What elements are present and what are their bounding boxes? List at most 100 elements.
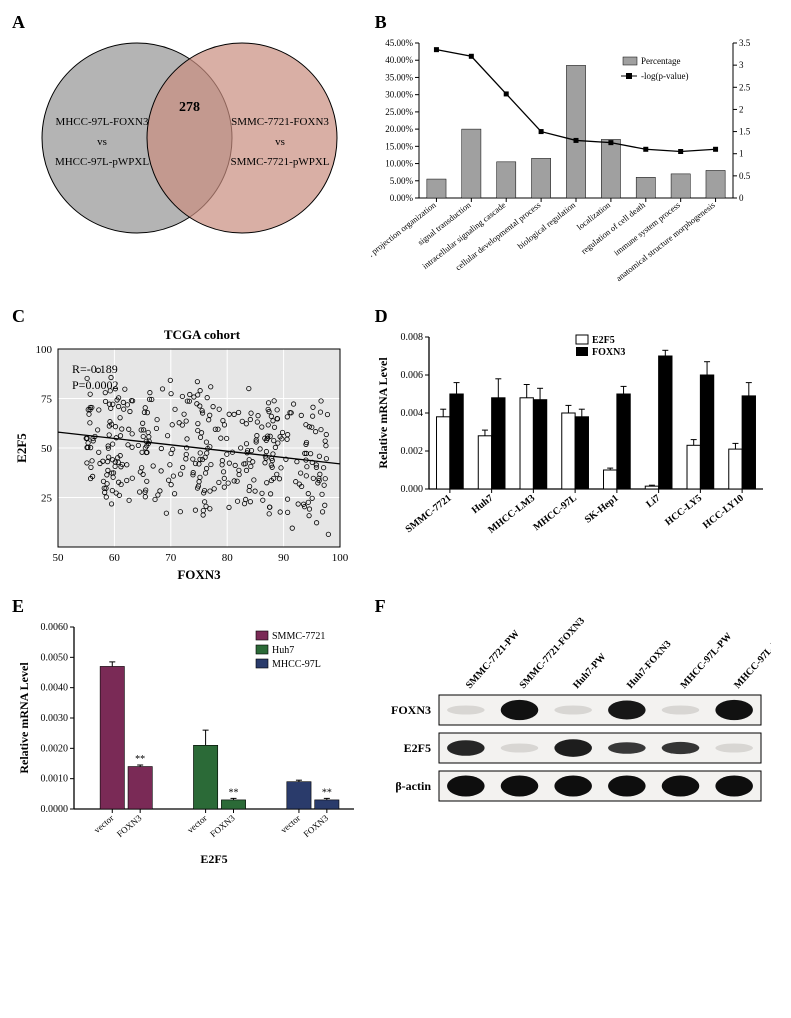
svg-text:0.000: 0.000 bbox=[400, 484, 423, 495]
svg-text:MHCC-97L: MHCC-97L bbox=[531, 492, 579, 533]
svg-text:25.00%: 25.00% bbox=[385, 107, 413, 117]
svg-text:MHCC-97L-pWPXL: MHCC-97L-pWPXL bbox=[55, 156, 149, 168]
svg-text:SMMC-7721: SMMC-7721 bbox=[403, 493, 453, 536]
svg-text:278: 278 bbox=[179, 100, 200, 115]
svg-text:E2F5: E2F5 bbox=[14, 433, 29, 463]
svg-text:**: ** bbox=[322, 787, 332, 798]
svg-text:HCC-LY10: HCC-LY10 bbox=[701, 493, 746, 532]
svg-text:100: 100 bbox=[332, 552, 349, 564]
svg-text:MHCC-97L: MHCC-97L bbox=[272, 659, 321, 670]
svg-text:20.00%: 20.00% bbox=[385, 124, 413, 134]
svg-text:**: ** bbox=[229, 787, 239, 798]
label-b: B bbox=[375, 12, 779, 33]
svg-text:MHCC-LM3: MHCC-LM3 bbox=[486, 493, 537, 536]
svg-text:1: 1 bbox=[739, 149, 744, 159]
grouped-bar-e: 0.00000.00100.00200.00300.00400.00500.00… bbox=[12, 617, 362, 867]
panel-b: B 0.00%5.00%10.00%15.00%20.00%25.00%30.0… bbox=[371, 12, 779, 298]
svg-text:90: 90 bbox=[278, 552, 290, 564]
svg-text:0.004: 0.004 bbox=[400, 408, 423, 419]
svg-text:SMMC-7721-PW: SMMC-7721-PW bbox=[463, 628, 521, 691]
svg-text:-log(p-value): -log(p-value) bbox=[641, 71, 688, 81]
panel-a: A 278 MHCC-97L-FOXN3 vs MHCC-97L-pWPXL SMMC-… bbox=[12, 12, 371, 298]
svg-text:3: 3 bbox=[739, 60, 744, 70]
svg-text:Huh7-PW: Huh7-PW bbox=[571, 651, 608, 691]
svg-text:FOXN3: FOXN3 bbox=[177, 567, 221, 582]
svg-text:MHCC-97L-FOXN3: MHCC-97L-FOXN3 bbox=[56, 116, 149, 128]
svg-text:FOXN3: FOXN3 bbox=[391, 703, 431, 717]
svg-text:FOXN3: FOXN3 bbox=[592, 347, 625, 358]
svg-text:FOXN3: FOXN3 bbox=[208, 813, 237, 840]
svg-text:2.5: 2.5 bbox=[739, 82, 751, 92]
svg-text:15.00%: 15.00% bbox=[385, 141, 413, 151]
svg-text:70: 70 bbox=[165, 552, 177, 564]
svg-text:vector: vector bbox=[92, 813, 116, 835]
svg-text:**: ** bbox=[135, 754, 145, 765]
svg-text:0.0030: 0.0030 bbox=[41, 713, 69, 724]
svg-text:Li7: Li7 bbox=[644, 493, 662, 511]
svg-text:Relative mRNA Level: Relative mRNA Level bbox=[17, 662, 31, 774]
svg-text:35.00%: 35.00% bbox=[385, 72, 413, 82]
svg-text:0.006: 0.006 bbox=[400, 370, 423, 381]
svg-text:vs: vs bbox=[97, 136, 107, 148]
svg-text:Huh7: Huh7 bbox=[272, 645, 294, 656]
tcga-title: TCGA cohort bbox=[52, 327, 352, 343]
svg-text:0.0010: 0.0010 bbox=[41, 774, 69, 785]
row-ef: E 0.00000.00100.00200.00300.00400.00500.… bbox=[12, 596, 779, 872]
svg-text:SMMC-7721: SMMC-7721 bbox=[272, 631, 325, 642]
svg-text:MHCC-97L-FOXN3: MHCC-97L-FOXN3 bbox=[732, 618, 771, 691]
panel-d: D 0.000 0.002 0.004 0.006 0.008 Relative mRNA… bbox=[371, 306, 779, 588]
svg-text:vs: vs bbox=[275, 136, 285, 148]
svg-text:40.00%: 40.00% bbox=[385, 55, 413, 65]
svg-text:R=-0.189: R=-0.189 bbox=[72, 362, 118, 376]
bar-line-chart: 0.00%5.00%10.00%15.00%20.00%25.00%30.00%… bbox=[371, 33, 771, 293]
svg-text:80: 80 bbox=[222, 552, 234, 564]
row-ab: A 278 MHCC-97L-FOXN3 vs MHCC-97L-pWPXL SMMC-… bbox=[12, 12, 779, 298]
svg-text:25: 25 bbox=[41, 493, 53, 505]
svg-text:Huh7: Huh7 bbox=[469, 493, 495, 516]
svg-text:10.00%: 10.00% bbox=[385, 159, 413, 169]
label-e: E bbox=[12, 596, 371, 617]
svg-text:vector: vector bbox=[185, 813, 209, 835]
svg-text:FOXN3: FOXN3 bbox=[301, 813, 330, 840]
svg-text:0.0020: 0.0020 bbox=[41, 743, 69, 754]
grouped-bar-d: 0.000 0.002 0.004 0.006 0.008 Relative mRNA L… bbox=[371, 327, 771, 567]
panel-f: F SMMC-7721-PWSMMC-7721-FOXN3Huh7-PWHuh7… bbox=[371, 596, 779, 872]
row-cd: C TCGA cohort 5060708090100255075100FOXN… bbox=[12, 306, 779, 588]
svg-text:50: 50 bbox=[53, 552, 65, 564]
svg-text:1.5: 1.5 bbox=[739, 127, 751, 137]
label-a: A bbox=[12, 12, 371, 33]
svg-text:Percentage: Percentage bbox=[641, 56, 680, 66]
svg-text:E2F5: E2F5 bbox=[403, 741, 430, 755]
svg-text:0.5: 0.5 bbox=[739, 171, 751, 181]
svg-text:biological regulation: biological regulation bbox=[515, 199, 577, 251]
svg-text:0.008: 0.008 bbox=[400, 332, 423, 343]
svg-text:SMMC-7721-pWPXL: SMMC-7721-pWPXL bbox=[230, 156, 329, 168]
svg-text:β-actin: β-actin bbox=[395, 779, 431, 793]
svg-text:Relative mRNA Level: Relative mRNA Level bbox=[376, 357, 390, 469]
svg-text:60: 60 bbox=[109, 552, 121, 564]
label-d: D bbox=[375, 306, 779, 327]
svg-text:SMMC-7721-FOXN3: SMMC-7721-FOXN3 bbox=[231, 116, 329, 128]
svg-text:E2F5: E2F5 bbox=[592, 335, 615, 346]
label-c: C bbox=[12, 306, 371, 327]
svg-text:45.00%: 45.00% bbox=[385, 38, 413, 48]
svg-text:FOXN3: FOXN3 bbox=[115, 813, 144, 840]
svg-text:3.5: 3.5 bbox=[739, 38, 751, 48]
svg-text:P=0.0002: P=0.0002 bbox=[72, 378, 118, 392]
svg-text:0: 0 bbox=[739, 193, 744, 203]
western-blot: SMMC-7721-PWSMMC-7721-FOXN3Huh7-PWHuh7-F… bbox=[371, 617, 771, 847]
venn-diagram: 278 MHCC-97L-FOXN3 vs MHCC-97L-pWPXL SMMC-77… bbox=[12, 33, 367, 248]
svg-text:50: 50 bbox=[41, 443, 53, 455]
svg-text:E2F5: E2F5 bbox=[200, 852, 227, 866]
svg-text:SK-Hep1: SK-Hep1 bbox=[582, 493, 620, 526]
panel-e: E 0.00000.00100.00200.00300.00400.00500.… bbox=[12, 596, 371, 872]
svg-text:MHCC-97L-PW: MHCC-97L-PW bbox=[678, 631, 734, 691]
svg-text:5.00%: 5.00% bbox=[389, 176, 413, 186]
svg-text:0.0040: 0.0040 bbox=[41, 683, 69, 694]
svg-text:100: 100 bbox=[36, 344, 53, 356]
svg-text:0.0000: 0.0000 bbox=[41, 804, 69, 815]
svg-text:0.0050: 0.0050 bbox=[41, 652, 69, 663]
svg-text:Huh7-FOXN3: Huh7-FOXN3 bbox=[624, 639, 673, 691]
svg-text:0.002: 0.002 bbox=[400, 446, 423, 457]
svg-text:0.00%: 0.00% bbox=[389, 193, 413, 203]
